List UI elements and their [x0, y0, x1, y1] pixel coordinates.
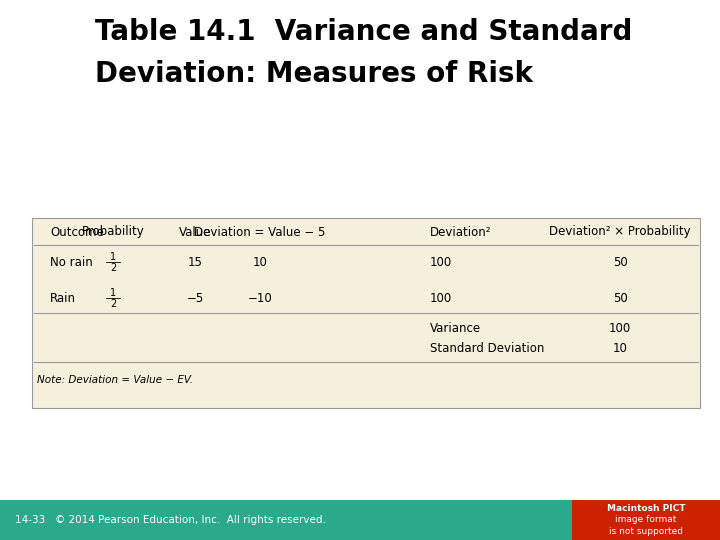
Text: 10: 10: [253, 255, 267, 268]
Text: 100: 100: [609, 321, 631, 334]
Bar: [572, 500, 720, 540]
Bar: [32, 218, 700, 408]
Text: Probability: Probability: [81, 226, 145, 239]
Text: 50: 50: [613, 255, 627, 268]
Text: 1: 1: [110, 288, 116, 298]
Text: Rain: Rain: [50, 292, 76, 305]
Text: 100: 100: [430, 292, 452, 305]
Text: Deviation² × Probability: Deviation² × Probability: [549, 226, 690, 239]
Text: Macintosh PICT: Macintosh PICT: [607, 504, 685, 514]
Text: Standard Deviation: Standard Deviation: [430, 341, 544, 354]
Text: 2: 2: [110, 299, 116, 309]
Text: No rain: No rain: [50, 255, 93, 268]
Text: 10: 10: [613, 341, 627, 354]
Text: 100: 100: [430, 255, 452, 268]
Text: is not supported: is not supported: [609, 526, 683, 536]
Text: Variance: Variance: [430, 321, 481, 334]
Text: −10: −10: [248, 292, 272, 305]
Text: 1: 1: [110, 252, 116, 262]
Text: Outcome: Outcome: [50, 226, 104, 239]
Text: 15: 15: [188, 255, 202, 268]
Text: Table 14.1  Variance and Standard: Table 14.1 Variance and Standard: [95, 18, 632, 46]
Text: image format: image format: [616, 516, 677, 524]
Text: 14-33   © 2014 Pearson Education, Inc.  All rights reserved.: 14-33 © 2014 Pearson Education, Inc. All…: [15, 515, 326, 525]
Text: Value: Value: [179, 226, 211, 239]
Text: 2: 2: [110, 263, 116, 273]
Text: −5: −5: [186, 292, 204, 305]
Bar: [0, 500, 572, 540]
Text: Note: Deviation = Value − EV.: Note: Deviation = Value − EV.: [37, 375, 193, 385]
Text: Deviation = Value − 5: Deviation = Value − 5: [194, 226, 325, 239]
Text: Deviation²: Deviation²: [430, 226, 492, 239]
Text: 50: 50: [613, 292, 627, 305]
Text: Deviation: Measures of Risk: Deviation: Measures of Risk: [95, 60, 533, 88]
